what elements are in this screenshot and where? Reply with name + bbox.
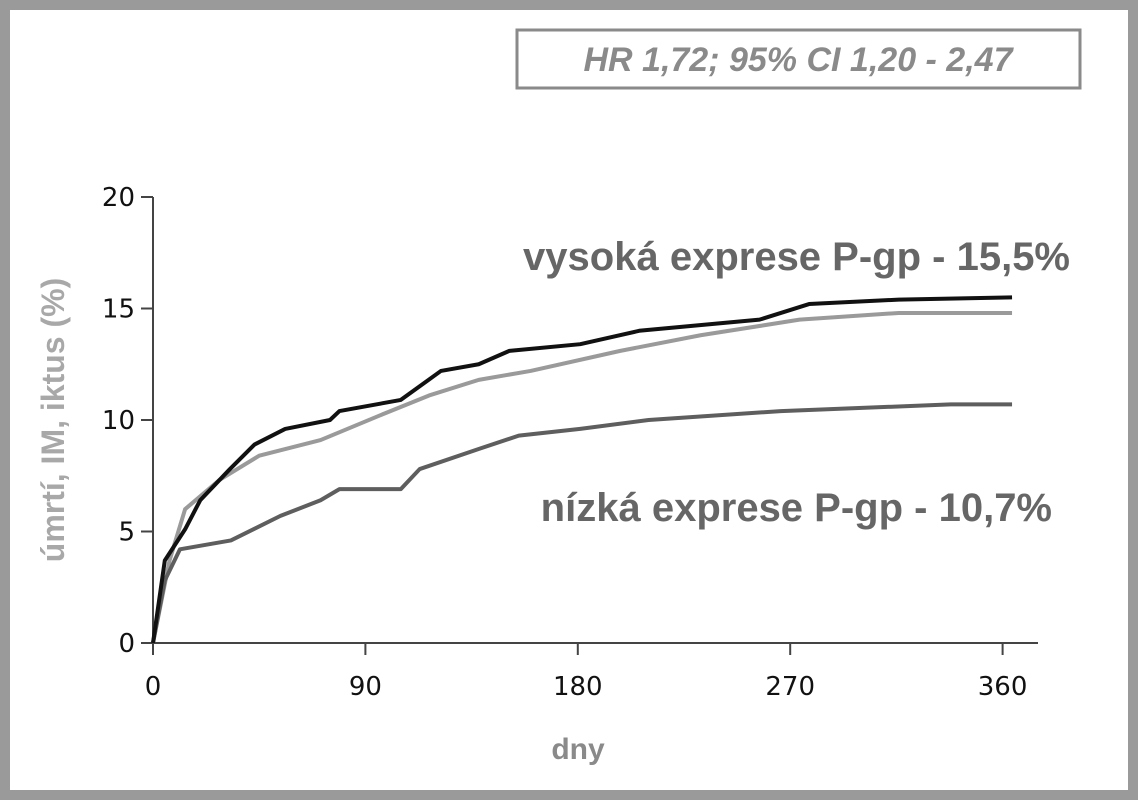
series-line (151, 295, 1013, 644)
y-tick-label: 5 (118, 518, 135, 548)
y-tick-label: 0 (118, 629, 135, 659)
y-tick-label: 20 (102, 183, 135, 213)
x-tick-label: 360 (978, 672, 1028, 702)
x-tick-label: 90 (349, 672, 382, 702)
series-label: vysoká exprese P-gp - 15,5% (523, 235, 1070, 279)
y-tick-label: 10 (102, 406, 135, 436)
x-tick-label: 270 (765, 672, 815, 702)
annotation-box (515, 28, 1082, 90)
series-line (151, 310, 1013, 644)
y-tick-label: 15 (102, 295, 135, 325)
x-axis-label: dny (551, 733, 605, 766)
series-label: nízká exprese P-gp - 10,7% (541, 486, 1052, 530)
x-tick-label: 180 (553, 672, 603, 702)
y-axis-label: úmrtí, IM, iktus (%) (35, 278, 71, 562)
x-tick-label: 0 (145, 672, 162, 702)
annotation: HR 1,72; 95% CI 1,20 - 2,47 (583, 41, 1014, 79)
series-line (151, 402, 1013, 644)
